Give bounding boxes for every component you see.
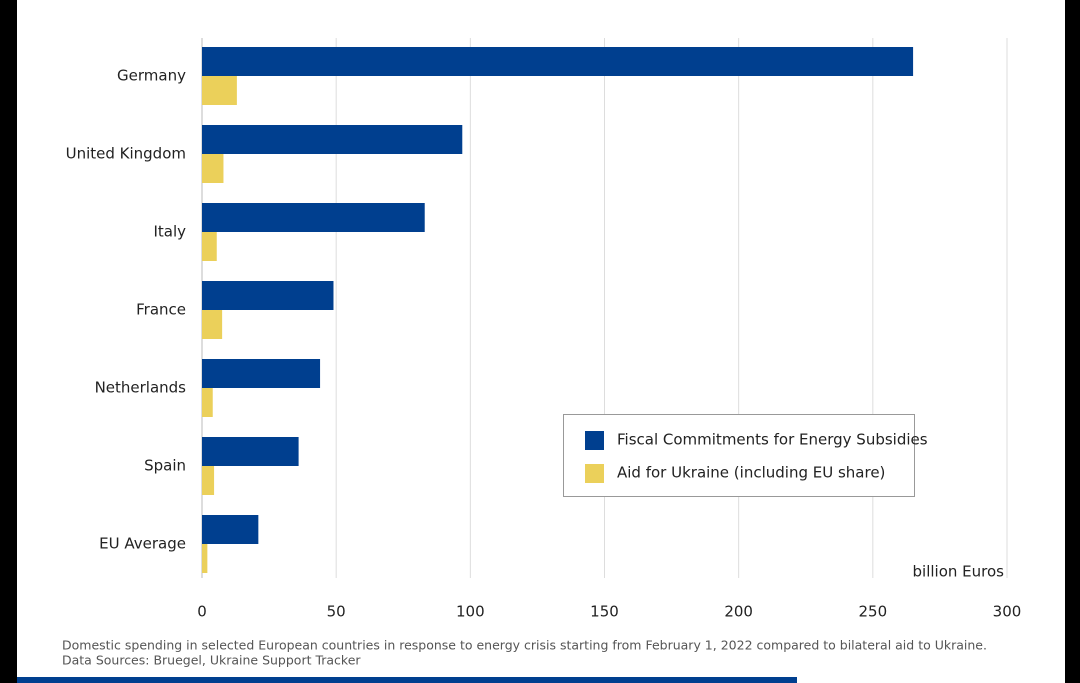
legend-swatch — [585, 431, 604, 450]
x-axis-label: billion Euros — [913, 563, 1005, 581]
bar — [202, 154, 224, 183]
y-tick-label: France — [136, 301, 186, 319]
bar — [202, 281, 334, 310]
x-tick-label: 0 — [197, 603, 207, 621]
y-tick-label: United Kingdom — [66, 145, 186, 163]
footnote: Data Sources: Bruegel, Ukraine Support T… — [62, 653, 361, 668]
y-tick-label: Italy — [153, 223, 186, 241]
bar — [202, 203, 425, 232]
bar — [202, 359, 321, 388]
bar — [202, 466, 215, 495]
bar — [202, 76, 237, 105]
bar — [202, 388, 213, 417]
bottom-bar — [17, 677, 797, 683]
y-tick-label: Netherlands — [95, 379, 187, 397]
legend-box — [563, 414, 915, 497]
y-tick-label: Germany — [117, 67, 186, 85]
x-tick-label: 300 — [993, 603, 1022, 621]
bar — [202, 437, 299, 466]
y-tick-label: Spain — [144, 457, 186, 475]
bar — [202, 47, 914, 76]
x-tick-label: 150 — [590, 603, 619, 621]
bar — [202, 544, 208, 573]
footnote: Domestic spending in selected European c… — [62, 638, 987, 653]
legend-label: Aid for Ukraine (including EU share) — [617, 464, 885, 482]
bar — [202, 125, 463, 154]
page-background — [17, 0, 1065, 683]
x-tick-label: 200 — [724, 603, 753, 621]
x-tick-label: 50 — [327, 603, 346, 621]
bar — [202, 232, 217, 261]
legend-swatch — [585, 464, 604, 483]
legend-label: Fiscal Commitments for Energy Subsidies — [617, 431, 928, 449]
y-tick-label: EU Average — [99, 535, 186, 553]
bar — [202, 310, 223, 339]
x-tick-label: 250 — [859, 603, 888, 621]
bar — [202, 515, 259, 544]
x-tick-label: 100 — [456, 603, 485, 621]
